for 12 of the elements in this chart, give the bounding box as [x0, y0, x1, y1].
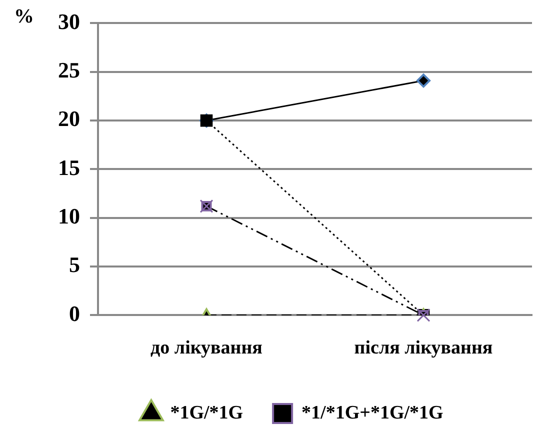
y-tick-label: 10 [58, 204, 80, 229]
y-tick-label: 5 [69, 252, 80, 278]
y-axis-title: % [14, 5, 34, 28]
x-tick-label: після лікування [354, 338, 493, 359]
y-tick-label: 20 [58, 106, 80, 132]
y-tick-label: 25 [58, 58, 80, 83]
y-tick-label: 30 [58, 8, 80, 34]
legend-label: *1/*1G+*1G/*1G [302, 402, 444, 424]
x-tick-label: до лікування [150, 338, 262, 359]
y-tick-label: 0 [69, 300, 80, 326]
legend-label: *1G/*1G [170, 402, 244, 424]
y-tick-label: 15 [58, 154, 80, 180]
